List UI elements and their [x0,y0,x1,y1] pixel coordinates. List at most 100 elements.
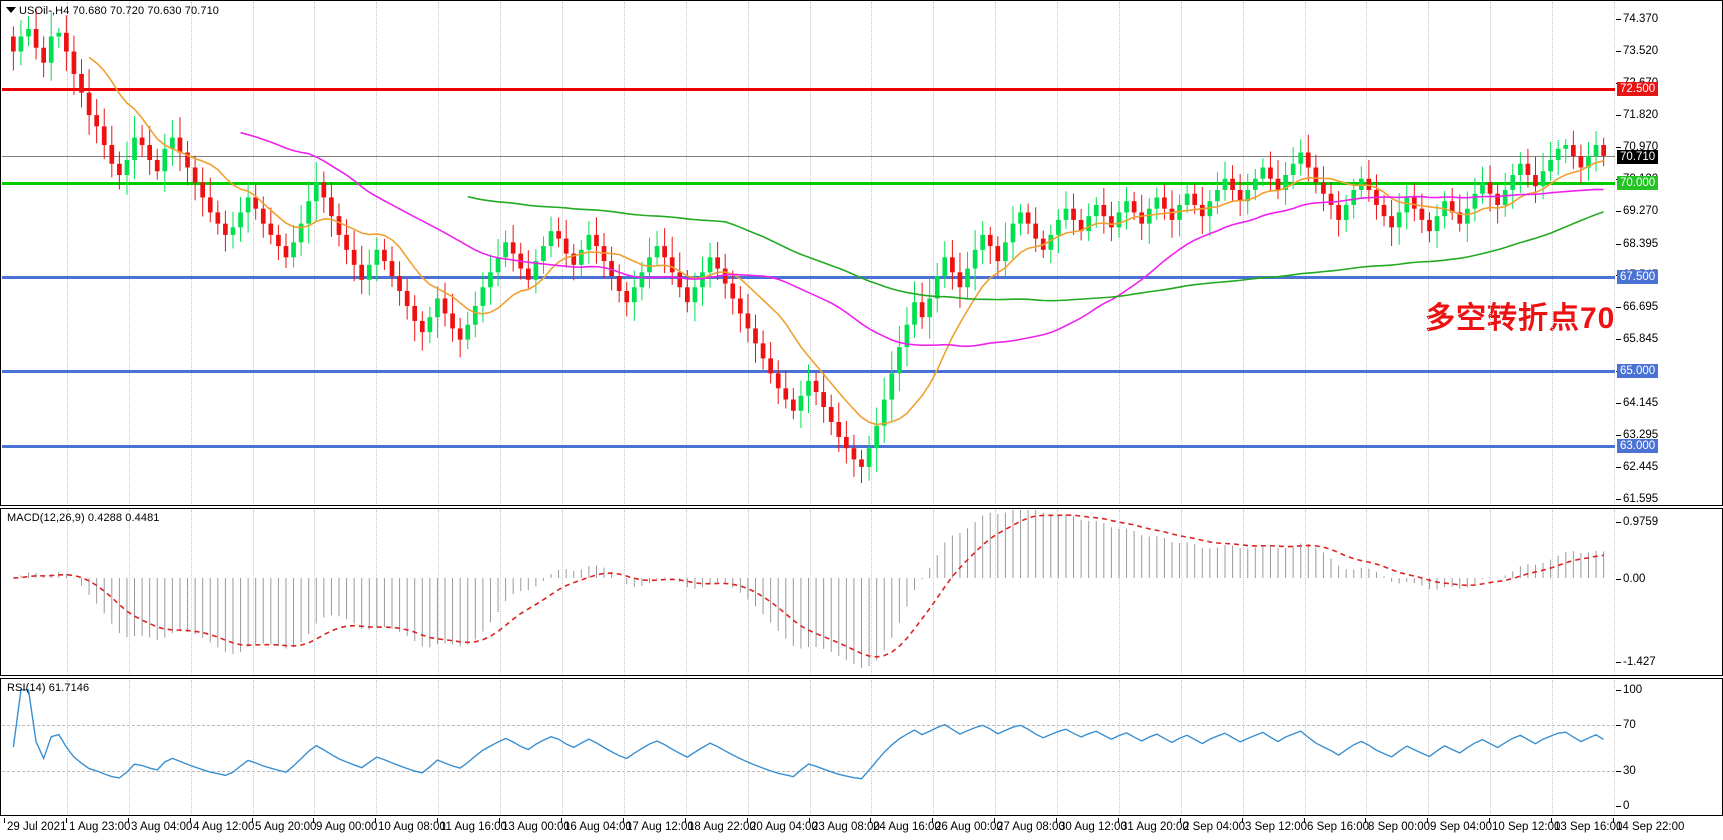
rsi-tick-30: 30 [1616,765,1636,778]
price-chart-panel[interactable]: USOil-,H4 70.680 70.720 70.630 70.710 74… [0,0,1723,506]
triangle-down-icon[interactable] [6,7,16,13]
time-gridline [1490,680,1491,814]
price-plot-area[interactable] [2,2,1615,504]
support-70000-badge[interactable]: 70.000 [1617,176,1659,191]
time-tick [190,818,191,823]
time-gridline [438,510,439,674]
last-price-70710-badge[interactable]: 70.710 [1617,149,1659,164]
time-gridline [129,680,130,814]
time-gridline [1428,2,1429,504]
time-tick [1242,818,1243,823]
price-tick-69-270: 69.270 [1615,204,1659,217]
rsi-panel-label: RSI(14) 61.7146 [7,682,90,694]
chart-annotation-text: 多空转折点70 [1425,302,1616,335]
price-tick-71-820: 71.820 [1615,108,1659,121]
price-tick-61-595: 61.595 [1615,493,1659,505]
time-gridline [438,2,439,504]
time-tick [1613,818,1614,823]
time-gridline [314,2,315,504]
time-gridline [1119,2,1120,504]
time-label-14: 24 Aug 16:00 [873,821,941,833]
time-tick [128,818,129,823]
rsi-plot-area[interactable] [2,680,1615,814]
time-gridline [1243,510,1244,674]
time-gridline [1305,510,1306,674]
time-gridline [933,2,934,504]
time-gridline [376,680,377,814]
support-65000-badge[interactable]: 65.000 [1617,364,1659,379]
time-gridline [810,680,811,814]
time-tick [437,818,438,823]
time-gridline [1614,2,1615,504]
time-label-26: 14 Sep 22:00 [1616,821,1685,833]
time-gridline [1552,680,1553,814]
time-label-17: 30 Aug 12:00 [1059,821,1127,833]
macd-plot-area[interactable] [2,510,1615,674]
time-label-10: 17 Aug 12:00 [626,821,694,833]
time-label-18: 31 Aug 20:00 [1121,821,1189,833]
support-67500-badge[interactable]: 67.500 [1617,270,1659,285]
time-gridline [1181,2,1182,504]
time-label-11: 18 Aug 22:00 [688,821,756,833]
time-gridline [748,680,749,814]
price-axis[interactable]: 74.37073.52072.67071.82070.97070.12069.2… [1615,2,1721,505]
resistance-72500-badge[interactable]: 72.500 [1617,82,1659,97]
price-panel-label: USOil-,H4 70.680 70.720 70.630 70.710 [19,5,220,17]
price-tick-66-695: 66.695 [1615,301,1659,314]
line-70000[interactable] [2,181,1615,185]
time-gridline [871,680,872,814]
time-gridline [1057,510,1058,674]
moving-average-series [88,56,1604,426]
time-gridline [438,680,439,814]
time-tick [1056,818,1057,823]
line-72500[interactable] [2,87,1615,91]
time-gridline [500,510,501,674]
time-gridline [191,2,192,504]
time-gridline [1614,510,1615,674]
time-tick [561,818,562,823]
time-gridline [748,510,749,674]
price-tick-63-295: 63.295 [1615,429,1659,442]
time-label-9: 16 Aug 04:00 [564,821,632,833]
time-gridline [191,680,192,814]
rsi-panel[interactable]: RSI(14) 61.7146 100 70 30 0 [0,678,1723,816]
macd-panel[interactable]: MACD(12,26,9) 0.4288 0.4481 0.9759 0.00 -1… [0,508,1723,676]
rsi-series [12,689,1604,780]
time-gridline [1490,510,1491,674]
macd-axis: 0.9759 0.00 -1.427 [1615,510,1721,674]
time-gridline [871,2,872,504]
time-gridline [1428,680,1429,814]
line-63000[interactable] [2,444,1615,448]
support-63000-badge[interactable]: 63.000 [1617,439,1659,454]
time-gridline [1428,510,1429,674]
time-gridline [933,510,934,674]
time-tick [1489,818,1490,823]
time-label-13: 23 Aug 08:00 [812,821,880,833]
macd-series [13,510,1605,668]
time-gridline [686,2,687,504]
price-tick-62-445: 62.445 [1615,461,1659,474]
time-gridline [1119,680,1120,814]
time-tick [870,818,871,823]
time-label-21: 6 Sep 16:00 [1307,821,1370,833]
time-gridline [129,510,130,674]
macd-tick-0_9759: 0.9759 [1615,516,1659,528]
price-tick-73-520: 73.520 [1615,44,1659,57]
rsi-tick-100: 100 [1615,684,1643,696]
time-gridline [810,510,811,674]
time-label-8: 13 Aug 00:00 [502,821,570,833]
time-gridline [1305,2,1306,504]
time-gridline [1057,680,1058,814]
macd-tick-_1_427: -1.427 [1616,656,1656,668]
time-gridline [686,680,687,814]
time-tick [1365,818,1366,823]
line-67500[interactable] [2,275,1615,279]
time-tick [685,818,686,823]
price-tick-64-145: 64.145 [1615,397,1659,410]
time-tick [66,818,67,823]
time-gridline [1552,2,1553,504]
line-70710[interactable] [2,156,1615,158]
time-tick [313,818,314,823]
time-gridline [624,680,625,814]
time-axis[interactable]: 29 Jul 2021 1 Aug 23:00 3 Aug 04:00 4 Aug 1… [0,818,1723,840]
